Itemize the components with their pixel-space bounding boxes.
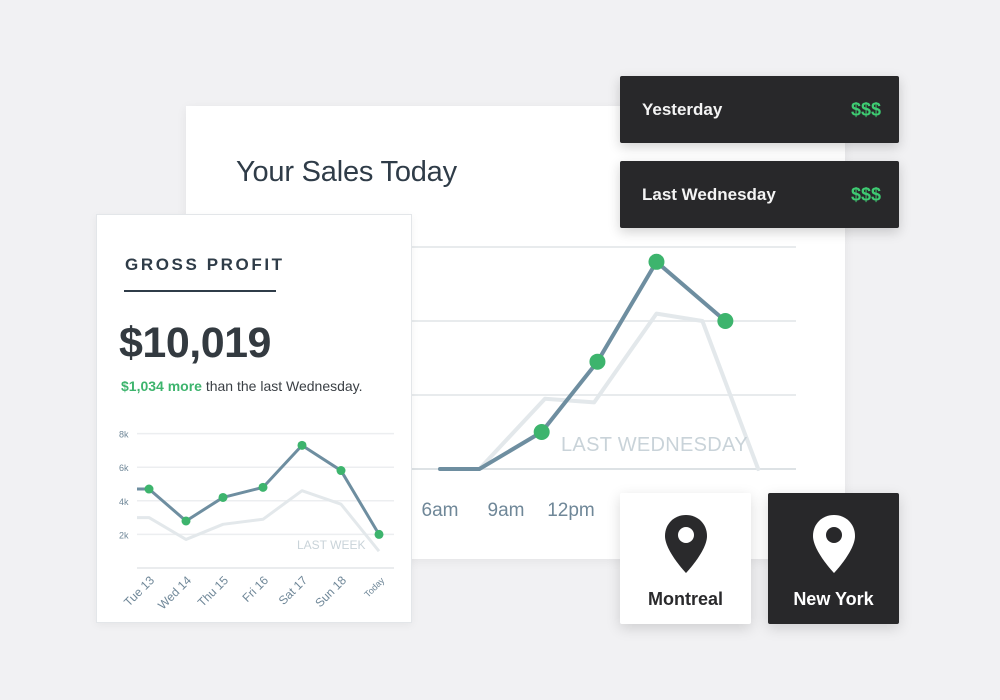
mini-x-tick: Today: [362, 575, 386, 599]
sales-last-wednesday-label: LAST WEDNESDAY: [561, 434, 748, 456]
mini-point: [374, 529, 384, 539]
gross-profit-underline: [124, 290, 276, 292]
mini-point: [218, 492, 228, 502]
mini-x-tick: Tue 13: [121, 573, 157, 609]
gross-profit-delta: $1,034 more: [121, 378, 202, 394]
mini-point: [144, 484, 154, 494]
gross-profit-delta-suffix: than the last Wednesday.: [201, 378, 363, 394]
mini-point: [297, 440, 307, 450]
sales-title: Your Sales Today: [236, 156, 457, 188]
location-new-york[interactable]: New York: [768, 493, 899, 624]
location-label: New York: [793, 589, 874, 609]
sales-point: [648, 253, 665, 270]
map-pin-icon: [665, 515, 707, 573]
sales-point: [533, 424, 550, 440]
comparison-label: Last Wednesday: [642, 184, 776, 204]
comparison-label: Yesterday: [642, 99, 723, 119]
mini-series-this-week: [137, 443, 381, 536]
comparison-last-wednesday[interactable]: Last Wednesday $$$: [620, 161, 899, 228]
sales-point: [589, 353, 606, 370]
gross-profit-amount: $10,019: [119, 319, 271, 367]
mini-last-week-label: LAST WEEK: [297, 538, 365, 552]
sales-x-tick: 12pm: [547, 500, 595, 521]
gross-profit-card: GROSS PROFIT $10,019 $1,034 more than th…: [96, 214, 412, 623]
mini-x-tick: Thu 15: [195, 573, 232, 610]
mini-x-tick: Sun 18: [312, 573, 349, 610]
mini-y-tick: 2k: [119, 530, 129, 540]
gross-profit-comparison: $1,034 more than the last Wednesday.: [121, 378, 363, 394]
mini-point: [258, 482, 268, 492]
sales-series-today: [438, 259, 728, 471]
mini-y-tick: 6k: [119, 463, 129, 473]
mini-x-tick: Fri 16: [240, 573, 272, 605]
sales-point: [717, 313, 734, 329]
mini-point: [181, 516, 191, 526]
mini-y-tick: 8k: [119, 430, 129, 440]
location-label: Montreal: [647, 589, 723, 609]
map-pin-icon: [813, 515, 855, 573]
location-montreal[interactable]: Montreal: [620, 493, 751, 624]
mini-series-last-week: [137, 489, 381, 553]
mini-point: [336, 466, 346, 476]
sales-x-tick: 9am: [487, 500, 525, 521]
mini-x-tick: Sat 17: [276, 573, 311, 608]
sales-x-tick: 6am: [421, 500, 459, 521]
comparison-yesterday[interactable]: Yesterday $$$: [620, 76, 899, 143]
mini-y-tick: 4k: [119, 497, 129, 507]
comparison-value: $$$: [850, 184, 881, 204]
mini-x-tick: Wed 14: [155, 573, 194, 612]
gross-profit-title: GROSS PROFIT: [125, 255, 285, 274]
comparison-value: $$$: [850, 99, 881, 119]
